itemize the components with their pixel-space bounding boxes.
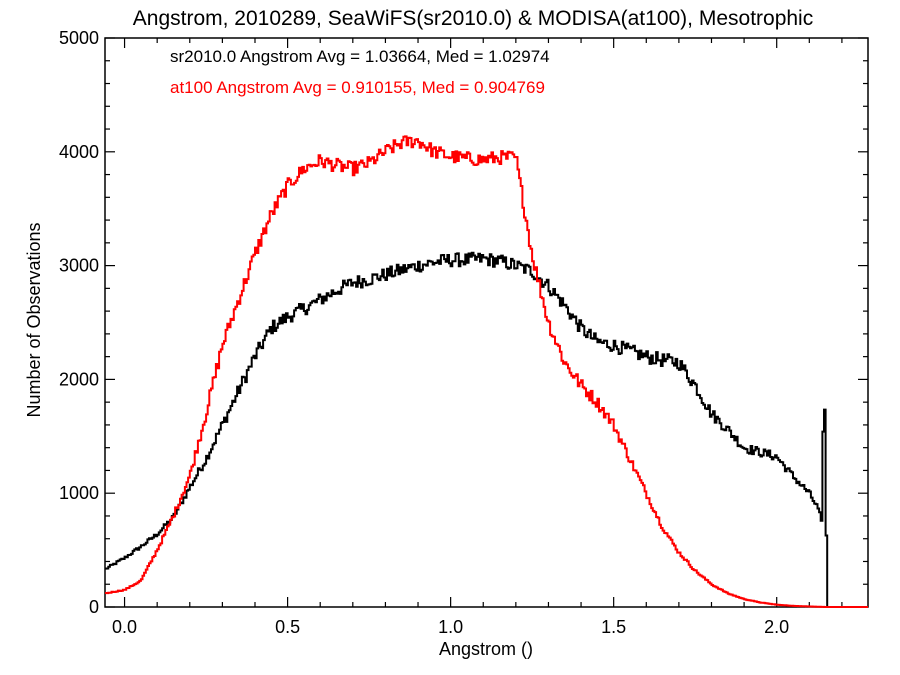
x-tick-label: 2.0: [764, 617, 789, 637]
series-line-at100: [105, 135, 868, 608]
y-tick-label: 0: [89, 597, 99, 617]
y-axis-label: Number of Observations: [24, 222, 44, 417]
x-tick-label: 0.5: [275, 617, 300, 637]
x-tick-label: 1.5: [601, 617, 626, 637]
x-tick-label: 0.0: [112, 617, 137, 637]
chart-title: Angstrom, 2010289, SeaWiFS(sr2010.0) & M…: [133, 7, 813, 30]
y-tick-label: 3000: [59, 256, 99, 276]
y-tick-label: 5000: [59, 28, 99, 48]
x-tick-label: 1.0: [438, 617, 463, 637]
x-axis-label: Angstrom (): [439, 639, 533, 659]
plot-frame: [104, 37, 869, 608]
y-tick-label: 1000: [59, 483, 99, 503]
y-tick-label: 4000: [59, 142, 99, 162]
annotation-at100-stats: at100 Angstrom Avg = 0.910155, Med = 0.9…: [170, 78, 545, 97]
annotation-sr2010-stats: sr2010.0 Angstrom Avg = 1.03664, Med = 1…: [170, 47, 550, 66]
axis-ticks: [105, 37, 868, 608]
y-tick-label: 2000: [59, 369, 99, 389]
series-group: [105, 135, 868, 608]
series-line-sr2010: [105, 251, 868, 608]
axis-tick-labels: 0.0 0.5 1.0 1.5 2.0 0 1000 2000 3000 4000 5000: [59, 28, 789, 637]
